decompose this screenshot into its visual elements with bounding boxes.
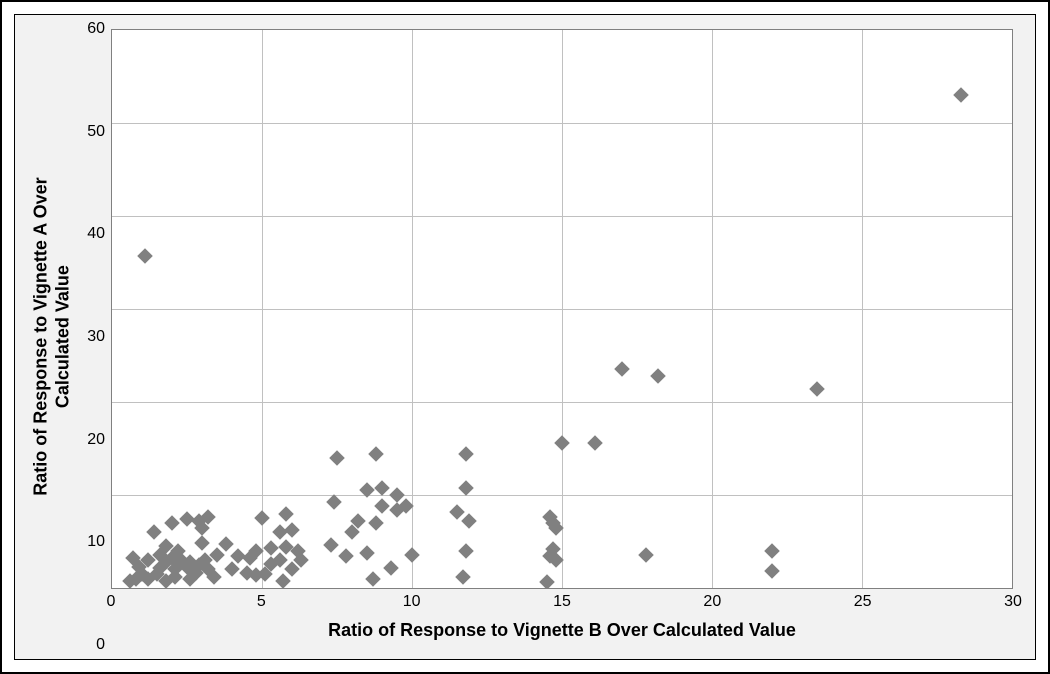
- x-tick-label: 30: [1004, 593, 1022, 611]
- scatter-marker: [368, 515, 384, 531]
- plot-area: [111, 29, 1013, 589]
- scatter-marker: [368, 446, 384, 462]
- scatter-marker: [374, 498, 390, 514]
- scatter-marker: [764, 563, 780, 579]
- scatter-marker: [338, 549, 354, 565]
- scatter-marker: [458, 446, 474, 462]
- y-tick-mark: [111, 309, 112, 310]
- y-tick-mark: [111, 216, 112, 217]
- plot-column: 051015202530 Ratio of Response to Vignet…: [111, 29, 1013, 645]
- scatter-marker: [284, 523, 300, 539]
- scatter-marker: [458, 543, 474, 559]
- x-tick-label: 5: [257, 593, 266, 611]
- gridline-vertical: [712, 30, 713, 588]
- x-tick-label: 0: [107, 593, 116, 611]
- x-tick-label: 15: [553, 593, 571, 611]
- scatter-marker: [326, 495, 342, 511]
- scatter-marker: [449, 504, 465, 520]
- outer-frame: Ratio of Response to Vignette A Over Cal…: [0, 0, 1050, 674]
- scatter-marker: [137, 248, 153, 264]
- gridline-vertical: [562, 30, 563, 588]
- scatter-marker: [365, 571, 381, 587]
- plot-row: Ratio of Response to Vignette A Over Cal…: [29, 29, 1013, 645]
- y-tick-label: 0: [96, 636, 105, 654]
- scatter-marker: [278, 506, 294, 522]
- scatter-marker: [554, 435, 570, 451]
- scatter-marker: [263, 540, 279, 556]
- scatter-marker: [539, 575, 555, 589]
- y-tick-label: 20: [87, 431, 105, 449]
- y-tick-label: 60: [87, 20, 105, 38]
- scatter-marker: [953, 87, 969, 103]
- y-tick-label: 30: [87, 328, 105, 346]
- scatter-marker: [275, 573, 291, 589]
- y-tick-label: 10: [87, 533, 105, 551]
- scatter-marker: [455, 569, 471, 585]
- scatter-marker: [764, 543, 780, 559]
- scatter-marker: [383, 560, 399, 576]
- x-tick-label: 10: [403, 593, 421, 611]
- scatter-marker: [359, 545, 375, 561]
- scatter-marker: [329, 450, 345, 466]
- y-tick-label: 50: [87, 123, 105, 141]
- y-tick-mark: [111, 123, 112, 124]
- y-axis-label-wrap: Ratio of Response to Vignette A Over Cal…: [29, 29, 75, 645]
- y-tick-mark: [111, 30, 112, 31]
- scatter-marker: [638, 547, 654, 563]
- scatter-marker: [164, 515, 180, 531]
- y-axis-label-line1: Ratio of Response to Vignette A Over: [30, 178, 50, 496]
- y-tick-mark: [111, 495, 112, 496]
- x-tick-label: 25: [854, 593, 872, 611]
- scatter-marker: [458, 480, 474, 496]
- gridline-vertical: [862, 30, 863, 588]
- scatter-marker: [650, 368, 666, 384]
- x-axis-label-row: Ratio of Response to Vignette B Over Cal…: [111, 615, 1013, 645]
- scatter-marker: [374, 480, 390, 496]
- y-axis-label-line2: Calculated Value: [52, 265, 72, 408]
- scatter-marker: [461, 513, 477, 529]
- gridline-vertical: [262, 30, 263, 588]
- y-tick-labels: 0102030405060: [75, 29, 111, 645]
- scatter-marker: [323, 537, 339, 553]
- x-tick-label: 20: [703, 593, 721, 611]
- scatter-marker: [809, 381, 825, 397]
- y-tick-mark: [111, 402, 112, 403]
- scatter-marker: [254, 510, 270, 526]
- y-axis-label: Ratio of Response to Vignette A Over Cal…: [30, 178, 73, 496]
- scatter-marker: [218, 537, 234, 553]
- x-axis-label: Ratio of Response to Vignette B Over Cal…: [328, 620, 796, 641]
- scatter-marker: [146, 524, 162, 540]
- scatter-marker: [614, 362, 630, 378]
- scatter-marker: [404, 547, 420, 563]
- chart-panel: Ratio of Response to Vignette A Over Cal…: [14, 14, 1036, 660]
- scatter-marker: [587, 435, 603, 451]
- x-tick-labels: 051015202530: [111, 589, 1013, 615]
- y-tick-label: 40: [87, 225, 105, 243]
- scatter-marker: [194, 536, 210, 552]
